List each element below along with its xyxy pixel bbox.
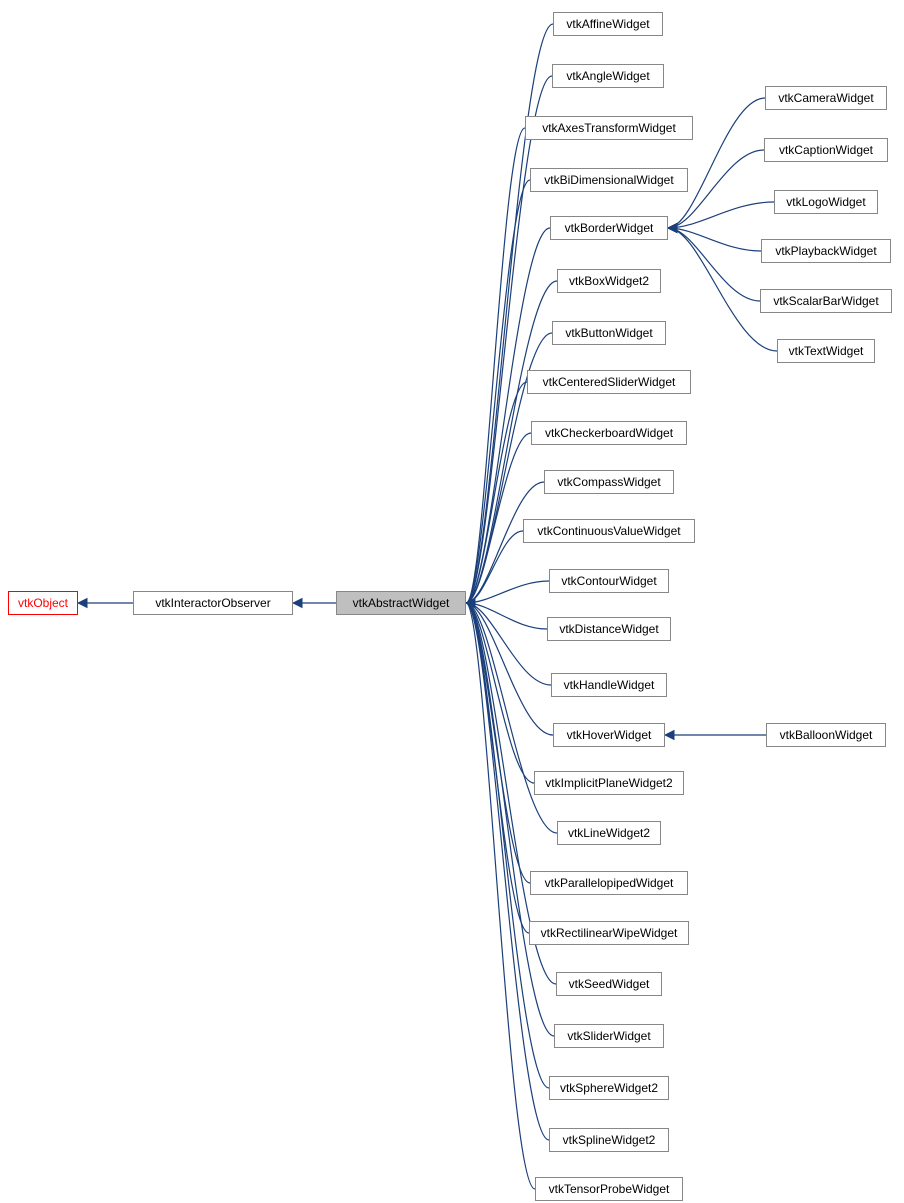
class-node[interactable]: vtkAxesTransformWidget	[525, 116, 693, 140]
class-node[interactable]: vtkBalloonWidget	[766, 723, 886, 747]
class-node[interactable]: vtkObject	[8, 591, 78, 615]
class-node-label: vtkCheckerboardWidget	[545, 426, 673, 440]
class-node-label: vtkHandleWidget	[564, 678, 655, 692]
class-node[interactable]: vtkRectilinearWipeWidget	[529, 921, 689, 945]
inheritance-edge	[466, 603, 530, 883]
class-node-label: vtkSphereWidget2	[560, 1081, 658, 1095]
class-node-label: vtkTensorProbeWidget	[549, 1182, 670, 1196]
class-node-label: vtkBorderWidget	[565, 221, 654, 235]
class-node[interactable]: vtkLineWidget2	[557, 821, 661, 845]
class-node-label: vtkParallelopipedWidget	[545, 876, 674, 890]
class-node-label: vtkContinuousValueWidget	[537, 524, 680, 538]
inheritance-edge	[466, 581, 549, 603]
class-node[interactable]: vtkCenteredSliderWidget	[527, 370, 691, 394]
inheritance-edge	[466, 603, 553, 735]
class-node-label: vtkRectilinearWipeWidget	[541, 926, 678, 940]
inheritance-edge	[466, 603, 547, 629]
class-node[interactable]: vtkSeedWidget	[556, 972, 662, 996]
class-node-label: vtkContourWidget	[561, 574, 656, 588]
class-node[interactable]: vtkLogoWidget	[774, 190, 878, 214]
class-node[interactable]: vtkSplineWidget2	[549, 1128, 669, 1152]
inheritance-edge	[466, 603, 534, 783]
class-node[interactable]: vtkContourWidget	[549, 569, 669, 593]
inheritance-edge	[466, 382, 527, 603]
class-node-label: vtkCameraWidget	[778, 91, 873, 105]
class-node[interactable]: vtkSphereWidget2	[549, 1076, 669, 1100]
inheritance-edge	[668, 202, 774, 228]
class-node-label: vtkObject	[18, 596, 68, 610]
class-node[interactable]: vtkTextWidget	[777, 339, 875, 363]
class-node[interactable]: vtkPlaybackWidget	[761, 239, 891, 263]
class-node-label: vtkBiDimensionalWidget	[544, 173, 673, 187]
class-node[interactable]: vtkInteractorObserver	[133, 591, 293, 615]
class-node-label: vtkAbstractWidget	[353, 596, 450, 610]
class-node[interactable]: vtkSliderWidget	[554, 1024, 664, 1048]
class-node-label: vtkPlaybackWidget	[775, 244, 876, 258]
inheritance-edge	[466, 228, 550, 603]
class-node[interactable]: vtkAbstractWidget	[336, 591, 466, 615]
inheritance-edge	[466, 603, 535, 1189]
class-node-label: vtkCenteredSliderWidget	[543, 375, 676, 389]
class-node-label: vtkSplineWidget2	[563, 1133, 656, 1147]
class-node[interactable]: vtkButtonWidget	[552, 321, 666, 345]
inheritance-edge	[466, 603, 557, 833]
class-node-label: vtkLineWidget2	[568, 826, 650, 840]
inheritance-edge	[466, 24, 553, 603]
class-node-label: vtkImplicitPlaneWidget2	[545, 776, 672, 790]
class-node-label: vtkInteractorObserver	[155, 596, 270, 610]
class-node[interactable]: vtkImplicitPlaneWidget2	[534, 771, 684, 795]
class-node[interactable]: vtkAffineWidget	[553, 12, 663, 36]
class-node-label: vtkDistanceWidget	[559, 622, 658, 636]
class-node[interactable]: vtkCameraWidget	[765, 86, 887, 110]
class-node[interactable]: vtkCompassWidget	[544, 470, 674, 494]
class-node-label: vtkCompassWidget	[557, 475, 660, 489]
inheritance-edge	[466, 603, 549, 1088]
class-node[interactable]: vtkScalarBarWidget	[760, 289, 892, 313]
class-node[interactable]: vtkBiDimensionalWidget	[530, 168, 688, 192]
class-node[interactable]: vtkAngleWidget	[552, 64, 664, 88]
class-node[interactable]: vtkDistanceWidget	[547, 617, 671, 641]
class-node[interactable]: vtkParallelopipedWidget	[530, 871, 688, 895]
class-node-label: vtkBoxWidget2	[569, 274, 649, 288]
inheritance-edge	[466, 128, 525, 603]
class-node-label: vtkAxesTransformWidget	[542, 121, 676, 135]
class-node-label: vtkBalloonWidget	[780, 728, 873, 742]
class-node[interactable]: vtkContinuousValueWidget	[523, 519, 695, 543]
class-node-label: vtkScalarBarWidget	[773, 294, 878, 308]
inheritance-edge	[668, 228, 761, 251]
class-node[interactable]: vtkCaptionWidget	[764, 138, 888, 162]
inheritance-edge	[466, 603, 551, 685]
inheritance-edge	[466, 531, 523, 603]
class-node[interactable]: vtkTensorProbeWidget	[535, 1177, 683, 1201]
inheritance-edge	[466, 603, 554, 1036]
inheritance-diagram: vtkObject vtkInteractorObserver vtkAbstrac…	[0, 0, 904, 1203]
inheritance-edge	[466, 180, 530, 603]
class-node[interactable]: vtkBoxWidget2	[557, 269, 661, 293]
class-node-label: vtkTextWidget	[789, 344, 864, 358]
inheritance-edge	[466, 433, 531, 603]
class-node-label: vtkSeedWidget	[569, 977, 650, 991]
class-node[interactable]: vtkHandleWidget	[551, 673, 667, 697]
class-node-label: vtkLogoWidget	[786, 195, 865, 209]
class-node-label: vtkHoverWidget	[567, 728, 652, 742]
class-node[interactable]: vtkHoverWidget	[553, 723, 665, 747]
class-node-label: vtkCaptionWidget	[779, 143, 873, 157]
class-node-label: vtkButtonWidget	[565, 326, 652, 340]
class-node-label: vtkAngleWidget	[566, 69, 649, 83]
class-node[interactable]: vtkBorderWidget	[550, 216, 668, 240]
inheritance-edge	[668, 228, 760, 301]
class-node[interactable]: vtkCheckerboardWidget	[531, 421, 687, 445]
inheritance-edge	[466, 603, 529, 933]
class-node-label: vtkAffineWidget	[566, 17, 649, 31]
class-node-label: vtkSliderWidget	[567, 1029, 650, 1043]
